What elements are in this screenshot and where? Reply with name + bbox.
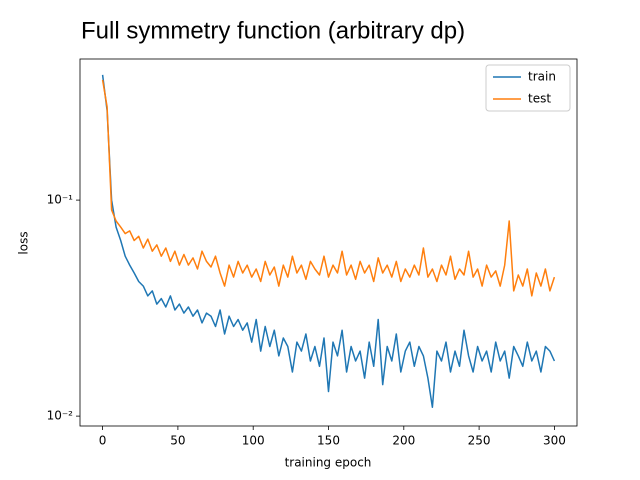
- x-tick-label: 100: [242, 434, 265, 448]
- chart-title: Full symmetry function (arbitrary dp): [81, 17, 465, 44]
- legend-label: test: [528, 92, 551, 106]
- y-axis-label: loss: [17, 231, 31, 254]
- x-tick-label: 0: [99, 434, 107, 448]
- line-series: [101, 74, 556, 408]
- x-tick-label: 300: [543, 434, 566, 448]
- x-axis-label: training epoch: [285, 456, 372, 470]
- x-tick-label: 200: [392, 434, 415, 448]
- y-tick-label: 10⁻²: [47, 409, 74, 423]
- legend-label: train: [528, 70, 556, 84]
- axes-frame: [79, 58, 578, 427]
- y-tick-label: 10⁻¹: [47, 193, 74, 207]
- line-series: [101, 79, 556, 297]
- x-tick-label: 50: [170, 434, 185, 448]
- x-tick-label: 150: [317, 434, 340, 448]
- x-tick-label: 250: [468, 434, 491, 448]
